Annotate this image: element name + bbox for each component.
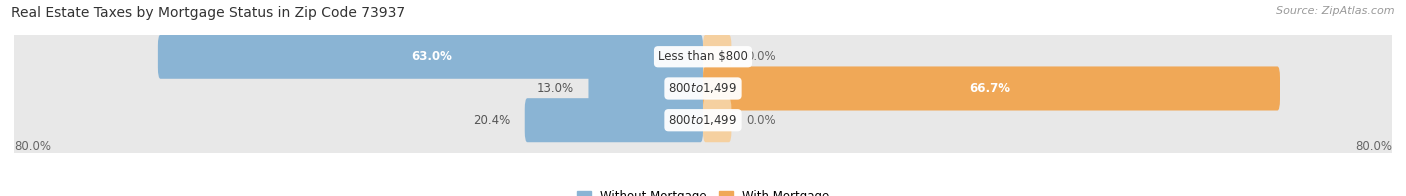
FancyBboxPatch shape	[703, 66, 1279, 111]
FancyBboxPatch shape	[157, 35, 703, 79]
Text: $800 to $1,499: $800 to $1,499	[668, 113, 738, 127]
FancyBboxPatch shape	[703, 98, 731, 142]
FancyBboxPatch shape	[11, 44, 1395, 132]
FancyBboxPatch shape	[524, 98, 703, 142]
FancyBboxPatch shape	[703, 35, 731, 79]
Text: Source: ZipAtlas.com: Source: ZipAtlas.com	[1277, 6, 1395, 16]
Text: 66.7%: 66.7%	[970, 82, 1011, 95]
Text: $800 to $1,499: $800 to $1,499	[668, 82, 738, 95]
FancyBboxPatch shape	[589, 66, 703, 111]
Text: 0.0%: 0.0%	[747, 50, 776, 63]
Text: Less than $800: Less than $800	[658, 50, 748, 63]
Text: 0.0%: 0.0%	[747, 114, 776, 127]
Text: 20.4%: 20.4%	[472, 114, 510, 127]
Text: 13.0%: 13.0%	[537, 82, 574, 95]
FancyBboxPatch shape	[11, 76, 1395, 164]
Text: 80.0%: 80.0%	[14, 140, 51, 153]
Text: Real Estate Taxes by Mortgage Status in Zip Code 73937: Real Estate Taxes by Mortgage Status in …	[11, 6, 405, 20]
Text: 80.0%: 80.0%	[1355, 140, 1392, 153]
Legend: Without Mortgage, With Mortgage: Without Mortgage, With Mortgage	[572, 186, 834, 196]
Text: 63.0%: 63.0%	[412, 50, 453, 63]
FancyBboxPatch shape	[11, 13, 1395, 101]
